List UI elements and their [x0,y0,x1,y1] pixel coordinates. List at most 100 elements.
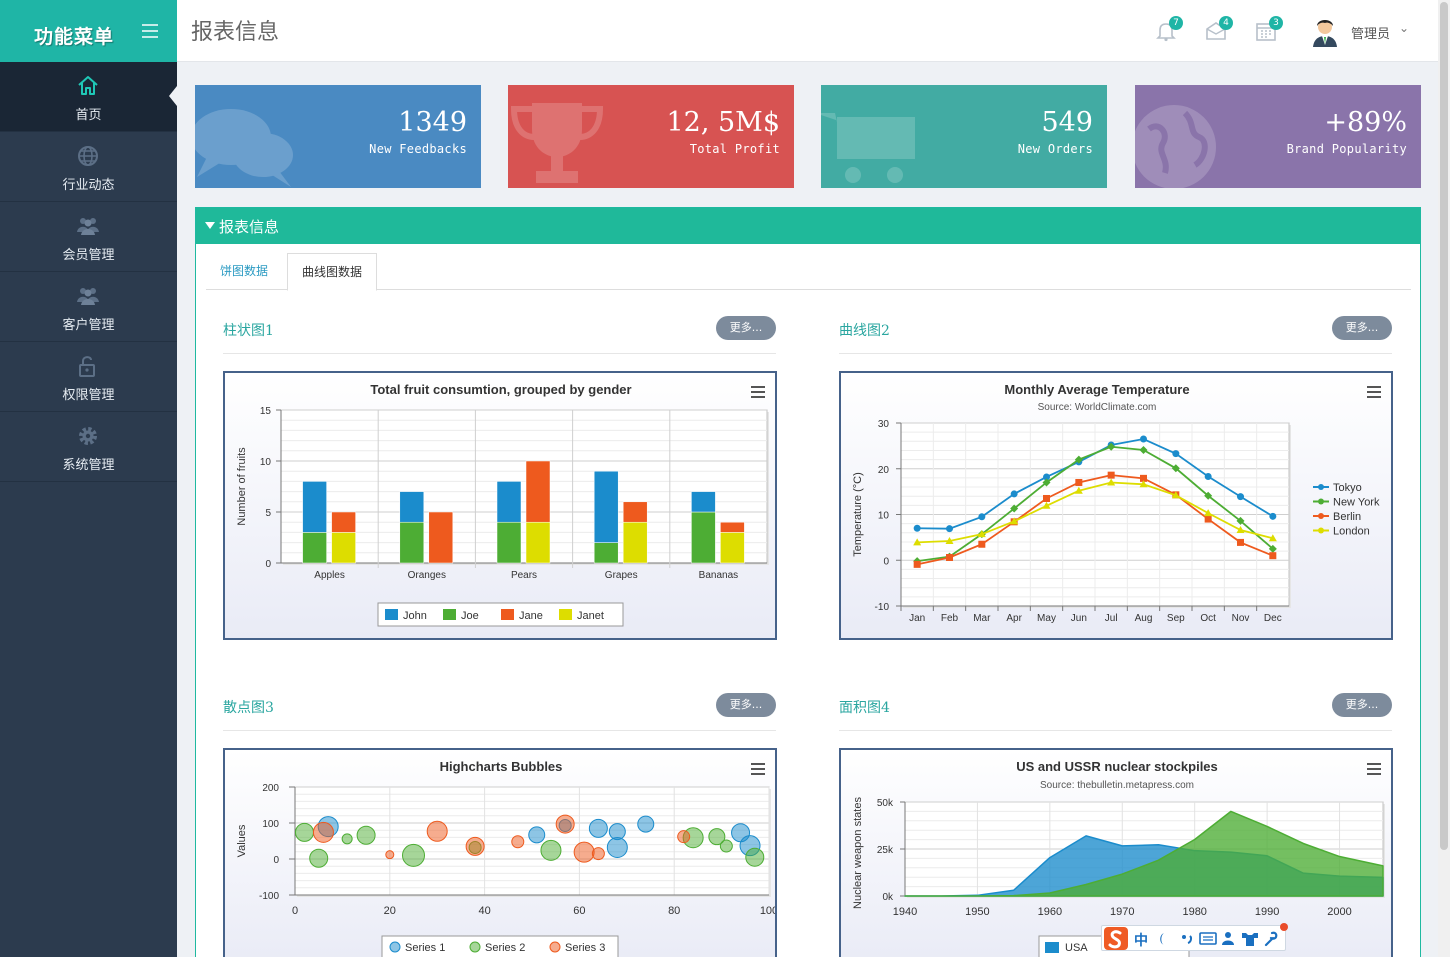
bar-john-pears [496,481,522,523]
x-tick-label: 0 [292,905,298,917]
ime-tools-icon[interactable] [1154,930,1282,948]
messages-button[interactable]: 4 [1205,16,1233,42]
tab-pie-data[interactable]: 饼图数据 [220,264,269,278]
y-tick-label: 100 [262,819,279,830]
legend-label: Tokyo [1333,482,1362,494]
more-button[interactable]: 更多... [716,693,776,717]
chart-menu-icon[interactable] [751,386,765,398]
more-button[interactable]: 更多... [1332,316,1392,340]
point [945,537,954,545]
stat-card-orders[interactable]: 549 New Orders [821,85,1107,188]
panel-title: 报表信息 [219,218,280,236]
ime-language[interactable]: 中 [1134,933,1148,949]
point [1107,478,1116,486]
scrollbar-thumb[interactable] [1440,2,1448,850]
bubble [606,836,628,858]
chevron-down-icon[interactable]: ⌄ [1399,21,1410,35]
chart-menu-icon[interactable] [1367,386,1381,398]
bar-joe-grapes [593,542,619,564]
stat-card-popularity[interactable]: +89% Brand Popularity [1135,85,1421,188]
bar-john-apples [302,481,327,533]
chart-title: Highcharts Bubbles [440,759,563,774]
x-tick-label: 60 [573,905,585,917]
section-title: 散点图3 [223,700,274,716]
legend-marker [1318,484,1324,490]
point [1043,473,1050,481]
point [1237,538,1244,546]
gear-icon [79,427,97,445]
avatar[interactable] [1308,14,1342,48]
point [946,554,953,562]
sidebar-item-customers[interactable]: 客户管理 [0,272,177,342]
y-axis-label: Nuclear weapon states [852,797,864,909]
more-button[interactable]: 更多... [1332,693,1392,717]
x-tick-label: Aug [1135,613,1153,624]
sidebar-item-home[interactable]: 首页 [0,62,177,132]
stat-card-profit[interactable]: 12, 5M$ Total Profit [508,85,794,188]
sidebar-item-industry[interactable]: 行业动态 [0,132,177,202]
point [1140,474,1147,482]
sidebar-item-label: 权限管理 [62,388,115,403]
legend-label: Series 3 [565,942,605,954]
point [1074,486,1083,494]
area-chart: US and USSR nuclear stockpiles Source: th… [839,748,1393,957]
sidebar-title: 功能菜单 [34,26,115,48]
calendar-button[interactable]: 3 [1255,16,1283,42]
legend-swatch [1045,942,1059,953]
calendar-icon [1256,23,1276,41]
bar-joe-bananas [691,511,716,564]
sidebar-item-system[interactable]: 系统管理 [0,412,177,482]
point [1010,490,1018,498]
point [913,538,922,546]
x-tick-label: Sep [1167,613,1185,624]
plot-area [280,409,768,564]
sidebar-item-label: 系统管理 [62,458,115,473]
user-name[interactable]: 管理员 [1351,27,1391,42]
x-tick-label: 80 [668,905,680,917]
point [1107,471,1115,479]
sidebar-item-permissions[interactable]: 权限管理 [0,342,177,412]
y-tick-label: 0 [883,556,889,567]
section-title: 曲线图2 [839,323,890,339]
page-title: 报表信息 [191,20,280,45]
chart-menu-icon[interactable] [751,763,765,775]
x-tick-label: Apples [314,570,345,581]
y-tick-label: 10 [260,457,272,468]
x-tick-label: Oranges [408,570,446,581]
legend-label: New York [1333,497,1380,509]
point [1268,544,1277,553]
legend-marker [469,941,481,953]
bubble [341,833,353,845]
panel-header[interactable]: 报表信息 [196,208,1420,244]
menu-toggle-icon[interactable] [142,24,158,38]
calendar-badge: 3 [1269,16,1283,30]
notification-badge: 7 [1169,16,1183,30]
bar-joe-oranges [399,521,425,564]
users-icon [77,218,99,235]
y-tick-label: 0 [265,559,271,570]
page-scrollbar[interactable] [1438,0,1450,957]
legend-marker [1318,498,1324,505]
stat-card-feedbacks[interactable]: 1349 New Feedbacks [195,85,481,188]
bar-jane-pears [525,460,551,523]
tab-line-data[interactable]: 曲线图数据 [287,253,378,291]
ime-toolbar[interactable]: 中 [1101,923,1288,951]
chart-title: Total fruit consumtion, grouped by gende… [370,382,631,397]
x-tick-label: 1970 [1110,906,1134,918]
x-tick-label: May [1037,613,1056,624]
bubble [294,822,314,842]
chart-menu-icon[interactable] [1367,763,1381,775]
notification-bell-button[interactable]: 7 [1155,16,1183,42]
bubble [555,814,575,834]
point [1075,478,1083,486]
bubble [573,841,595,863]
point [1269,552,1277,560]
bar-jane-oranges [428,511,454,564]
sidebar-item-members[interactable]: 会员管理 [0,202,177,272]
tab-bar: 饼图数据 曲线图数据 [206,253,1411,291]
more-button[interactable]: 更多... [716,316,776,340]
stat-label: New Feedbacks [369,142,467,156]
line-chart: Monthly Average Temperature Source: World… [839,371,1393,640]
header: 报表信息 7 4 3 管理员 ⌄ [177,0,1438,62]
point [1042,478,1051,487]
